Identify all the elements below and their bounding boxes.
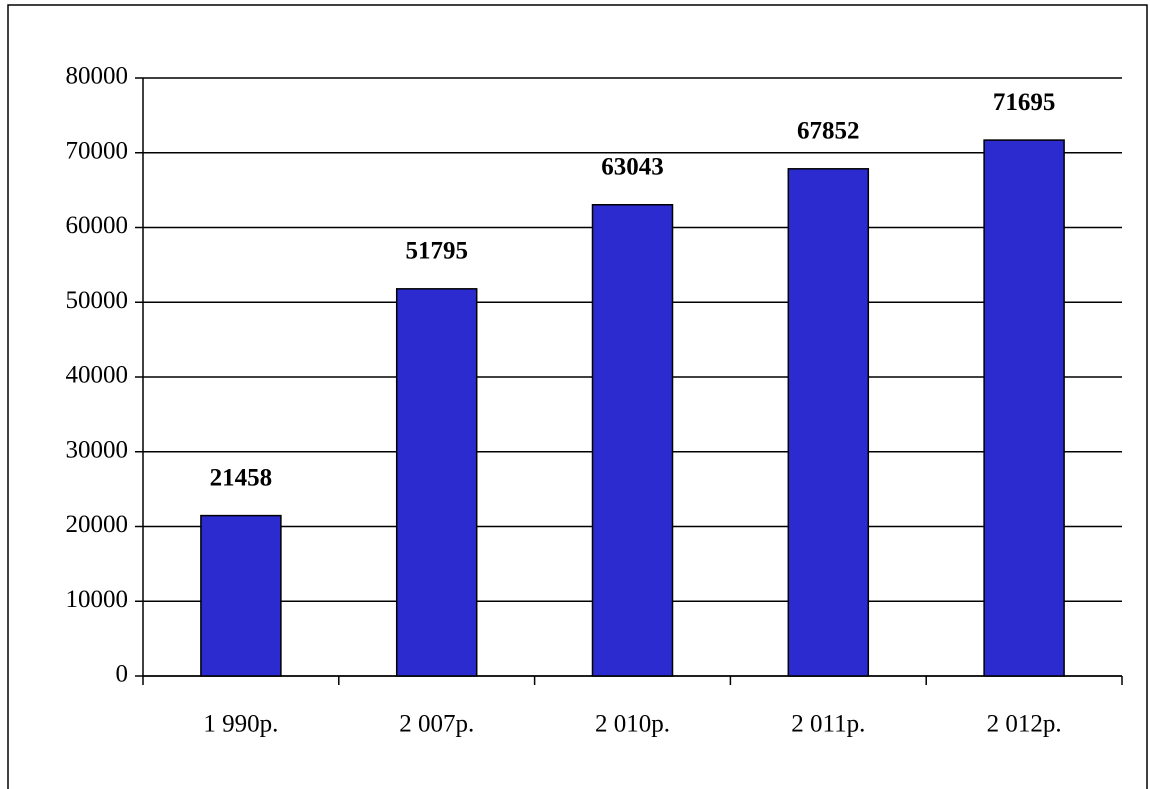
data-label: 63043: [601, 153, 664, 180]
bar: [787, 168, 870, 677]
y-tick-label: 10000: [66, 586, 129, 613]
y-tick-label: 60000: [66, 212, 129, 239]
data-label: 51795: [405, 238, 468, 265]
x-tick-label: 2 010р.: [595, 711, 670, 738]
y-tick-label: 0: [116, 661, 129, 688]
frame: [7, 4, 1148, 789]
bar: [200, 514, 282, 677]
y-tick-label: 40000: [66, 362, 129, 389]
bar: [395, 288, 478, 677]
x-tick-label: 2 007р.: [399, 711, 474, 738]
y-tick-label: 70000: [66, 137, 129, 164]
y-tick-label: 50000: [66, 287, 129, 314]
y-tick-label: 20000: [66, 511, 129, 538]
data-label: 67852: [797, 118, 860, 145]
x-tick-label: 2 012р.: [987, 711, 1062, 738]
bar: [591, 204, 674, 677]
y-tick-label: 30000: [66, 436, 129, 463]
x-tick-label: 1 990р.: [203, 711, 278, 738]
data-label: 21458: [210, 464, 273, 491]
x-tick-label: 2 011р.: [791, 711, 865, 738]
data-label: 71695: [993, 89, 1056, 116]
bar: [983, 139, 1065, 677]
y-tick-label: 80000: [66, 63, 129, 90]
